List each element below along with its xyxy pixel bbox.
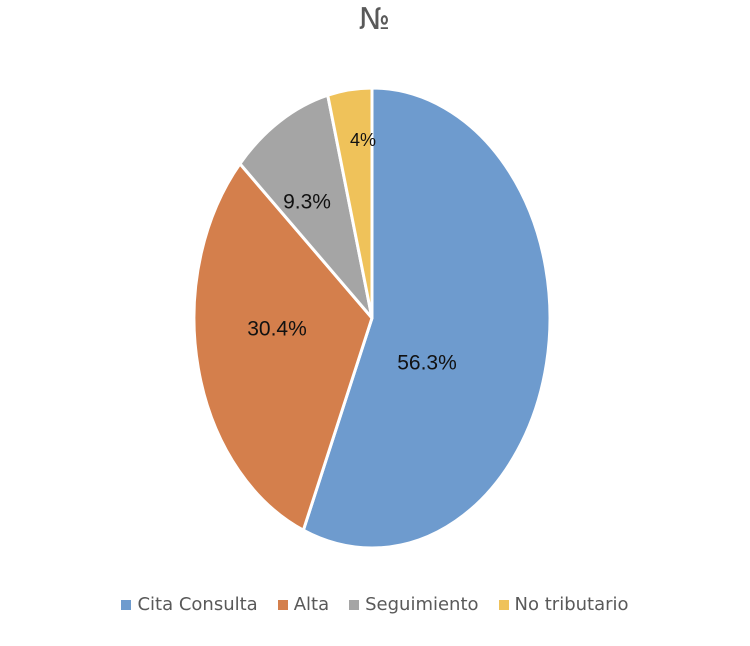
data-label-alta: 30.4% — [247, 318, 307, 341]
legend-item-cita-consulta: Cita Consulta — [121, 594, 258, 615]
data-label-cita-consulta: 56.3% — [397, 352, 457, 375]
legend-swatch-cita-consulta — [121, 599, 132, 610]
pie-slice-no-tributario — [326, 86, 374, 320]
legend-label-alta: Alta — [293, 594, 330, 615]
legend-item-alta: Alta — [277, 594, 330, 615]
legend-swatch-no-tributario — [498, 599, 509, 610]
pie-slice-alta — [192, 162, 374, 532]
legend-label-no-tributario: No tributario — [514, 594, 629, 615]
legend-swatch-seguimiento — [349, 599, 360, 610]
legend-item-no-tributario: No tributario — [498, 594, 629, 615]
legend: Cita Consulta Alta Seguimiento No tribut… — [0, 594, 750, 615]
legend-label-cita-consulta: Cita Consulta — [137, 594, 258, 615]
data-label-no-tributario: 4% — [350, 130, 376, 150]
pie-slice-seguimiento — [238, 93, 374, 320]
legend-swatch-alta — [277, 599, 288, 610]
pie-slice-cita-consulta — [301, 86, 552, 550]
legend-item-seguimiento: Seguimiento — [349, 594, 479, 615]
legend-label-seguimiento: Seguimiento — [365, 594, 479, 615]
data-label-seguimiento: 9.3% — [283, 191, 331, 214]
chart-title: № — [358, 2, 392, 37]
